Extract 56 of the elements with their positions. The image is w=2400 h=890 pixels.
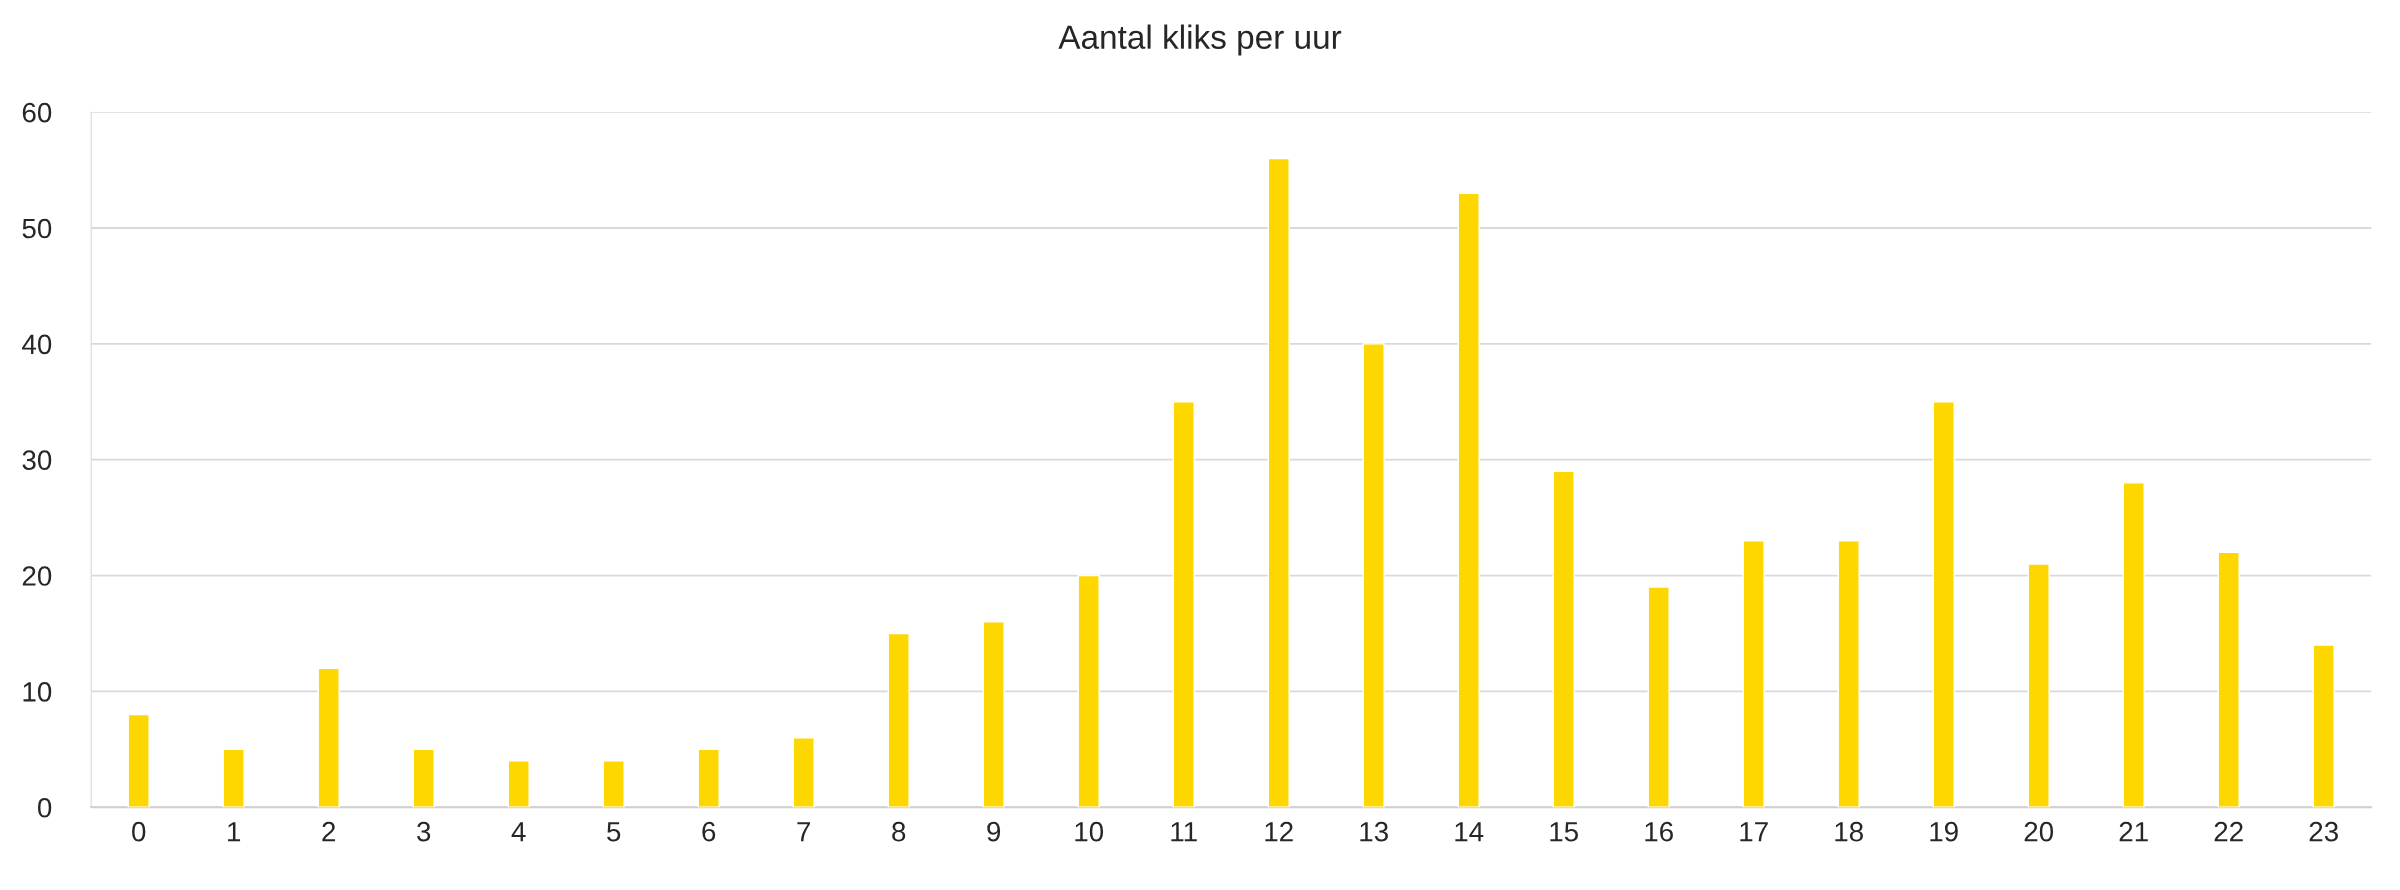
bar [412, 748, 435, 808]
bar [2312, 644, 2335, 808]
x-tick-label: 4 [511, 822, 526, 842]
x-tick-label: 6 [702, 821, 716, 842]
bar [1172, 401, 1195, 808]
x-tick-label: 18 [1835, 821, 1863, 842]
y-tick-label: 50 [22, 218, 52, 239]
bar [697, 748, 720, 808]
x-tick-label: 12 [1265, 821, 1293, 842]
x-tick-label: 9 [987, 821, 1001, 842]
x-tick-label: 19 [1930, 821, 1958, 842]
bar [602, 760, 625, 808]
y-tick-label: 60 [22, 102, 52, 123]
bar [1267, 157, 1290, 808]
y-tick-label: 0 [37, 797, 52, 818]
chart-title: Aantal kliks per uur [1058, 24, 1342, 56]
x-tick-label: 7 [797, 822, 811, 842]
bar [1457, 192, 1480, 808]
x-tick-label: 21 [2119, 821, 2148, 842]
bar [1932, 401, 1955, 808]
bar [127, 713, 150, 808]
x-tick-label: 1 [228, 822, 241, 842]
x-tick-label: 2 [322, 821, 336, 842]
bar [982, 621, 1005, 808]
x-tick-label: 23 [2309, 821, 2338, 842]
bar [317, 667, 340, 808]
x-tick-label: 17 [1740, 822, 1768, 842]
x-tick-label: 13 [1360, 821, 1388, 842]
y-tick-label: 40 [22, 334, 52, 355]
x-tick-label: 8 [892, 821, 906, 842]
bar [222, 748, 245, 808]
y-tick-label: 20 [22, 566, 52, 586]
bar [887, 632, 910, 808]
x-tick-label: 0 [132, 821, 146, 842]
bar [1552, 470, 1575, 808]
x-tick-label: 3 [417, 821, 431, 842]
bar [2217, 551, 2240, 808]
bar [1742, 540, 1765, 808]
x-tick-label: 16 [1645, 821, 1673, 842]
x-tick-label: 15 [1550, 822, 1578, 842]
bar [2027, 563, 2050, 808]
bar [2122, 482, 2145, 808]
x-tick-label: 20 [2024, 821, 2054, 842]
bar [1837, 540, 1860, 808]
x-tick-label: 5 [607, 822, 621, 842]
x-tick-label: 22 [2214, 821, 2243, 842]
x-tick-label: 11 [1171, 822, 1197, 842]
y-tick-label: 30 [22, 450, 52, 471]
x-tick-label: 14 [1455, 822, 1484, 842]
y-tick-label: 10 [23, 682, 52, 702]
bar [507, 760, 530, 808]
x-tick-label: 10 [1075, 821, 1104, 842]
bar [792, 737, 815, 808]
bar [1077, 574, 1100, 808]
bar [1647, 586, 1670, 808]
bar [1362, 343, 1385, 808]
